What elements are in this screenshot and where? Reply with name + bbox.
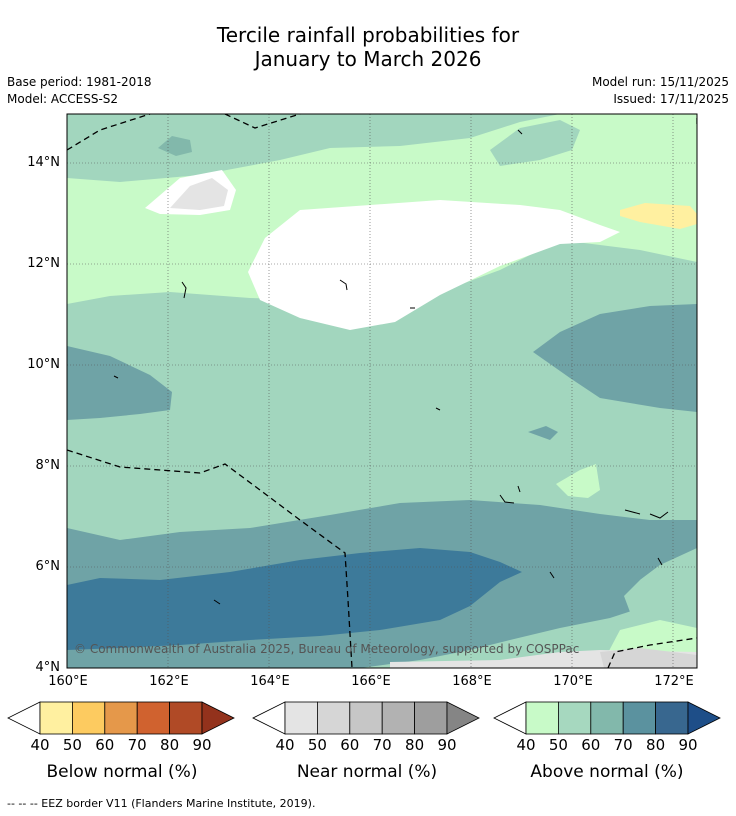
legend-near-tick-70: 70 (372, 736, 392, 754)
region-below-40 (620, 203, 697, 229)
map-title-line2: January to March 2026 (254, 47, 482, 71)
legend-near-swatch-4 (414, 701, 448, 735)
legend-above-tick-50: 50 (548, 736, 568, 754)
legend-near-high-arrow (446, 701, 480, 735)
lon-label-162e: 162°E (149, 674, 189, 689)
region-no-signal (248, 200, 620, 330)
copyright-text: © Commonwealth of Australia 2025, Bureau… (74, 642, 579, 656)
legend-near-tick-50: 50 (307, 736, 327, 754)
legend-below-swatch-2 (104, 701, 138, 735)
legend-above-swatch-1 (558, 701, 592, 735)
legend-below-low-arrow (7, 701, 41, 735)
lat-label-12n: 12°N (27, 256, 60, 271)
lat-label-6n: 6°N (35, 559, 61, 574)
region-above-50-ne (490, 120, 580, 166)
lat-label-4n: 4°N (35, 660, 61, 675)
base-period: Base period: 1981-2018 (7, 75, 152, 89)
meta-left: Base period: 1981-2018 Model: ACCESS-S2 (7, 74, 152, 108)
legend-below-tick-80: 80 (160, 736, 180, 754)
lon-label-164e: 164°E (250, 674, 290, 689)
region-above-60-w (67, 346, 172, 420)
legend-below-swatch-1 (72, 701, 106, 735)
legend-below-swatch-0 (39, 701, 73, 735)
eez-borders (67, 114, 697, 668)
region-above-50-se (624, 550, 697, 640)
legend-above-tick-40: 40 (516, 736, 536, 754)
region-above-70-s (67, 548, 522, 650)
legend-title-near: Near normal (%) (296, 762, 438, 782)
legend-above-tick-90: 90 (678, 736, 698, 754)
lon-label-166e: 166°E (351, 674, 391, 689)
legend-below-high-arrow (201, 701, 235, 735)
lat-label-14n: 14°N (27, 155, 60, 170)
legend-title-below: Below normal (%) (46, 762, 198, 782)
map-plot-area: © Commonwealth of Australia 2025, Bureau… (67, 114, 697, 668)
region-above-60-nw (158, 136, 192, 156)
region-above-40-e (556, 464, 600, 498)
legend-below-tick-90: 90 (192, 736, 212, 754)
legend-above-tick-70: 70 (613, 736, 633, 754)
legend-near-swatch-0 (284, 701, 318, 735)
model-name: Model: ACCESS-S2 (7, 92, 119, 106)
region-above-60-spot (528, 426, 558, 440)
legend-above-swatch-3 (622, 701, 657, 735)
region-above-60-e (533, 304, 697, 412)
legend-above-swatch-0 (525, 701, 559, 735)
legend-near-tick-80: 80 (405, 736, 425, 754)
legend-above-high-arrow (687, 701, 721, 735)
legend-below-tick-40: 40 (30, 736, 50, 754)
map-title-line1: Tercile rainfall probabilities for (216, 23, 520, 47)
gridlines (67, 114, 697, 668)
legend-below-tick-60: 60 (95, 736, 115, 754)
map-frame (66, 113, 698, 669)
lon-label-168e: 168°E (452, 674, 492, 689)
legend-near-tick-90: 90 (437, 736, 457, 754)
legend-near-tick-40: 40 (275, 736, 295, 754)
issued-date: Issued: 17/11/2025 (613, 92, 729, 106)
legend-near-swatch-2 (349, 701, 383, 735)
legend-below-tick-50: 50 (62, 736, 82, 754)
legend-below-tick-70: 70 (127, 736, 147, 754)
lon-label-172e: 172°E (654, 674, 694, 689)
legend-below-swatch-4 (169, 701, 203, 735)
legend-above-tick-60: 60 (581, 736, 601, 754)
lon-label-170e: 170°E (553, 674, 593, 689)
model-run: Model run: 15/11/2025 (591, 75, 729, 89)
eez-footnote: -- -- -- EEZ border V11 (Flanders Marine… (7, 797, 316, 810)
legend-title-above: Above normal (%) (530, 762, 684, 782)
legend-above-low-arrow (493, 701, 527, 735)
legend-above-swatch-2 (590, 701, 624, 735)
legend-near-low-arrow (252, 701, 286, 735)
legend-above-tick-80: 80 (646, 736, 666, 754)
legend-below-swatch-3 (136, 701, 170, 735)
lat-label-10n: 10°N (27, 357, 60, 372)
legend-near-tick-60: 60 (340, 736, 360, 754)
region-near-40 (170, 178, 228, 210)
legend-near-swatch-3 (381, 701, 416, 735)
lon-label-160e: 160°E (48, 674, 88, 689)
legend-near-swatch-1 (316, 701, 351, 735)
islands (113, 129, 669, 605)
meta-right: Model run: 15/11/2025 Issued: 17/11/2025 (592, 74, 729, 108)
legend-bars (7, 701, 721, 735)
lat-label-8n: 8°N (35, 458, 61, 473)
legend-above-swatch-4 (655, 701, 689, 735)
